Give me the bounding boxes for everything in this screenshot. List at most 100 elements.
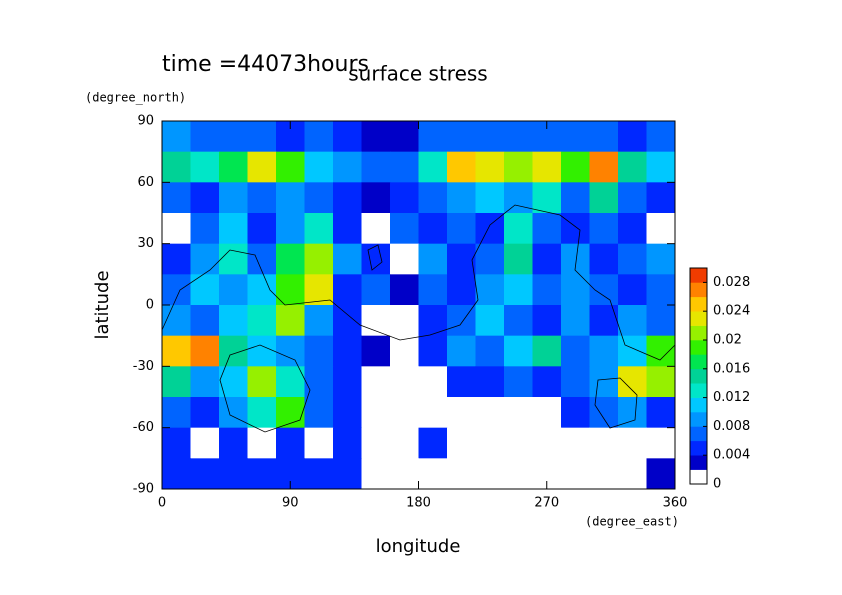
cell <box>247 397 277 429</box>
cell <box>219 397 248 429</box>
cell <box>361 243 391 275</box>
cell <box>247 274 277 306</box>
y-tick-label: 60 <box>137 175 154 190</box>
cell <box>276 305 305 337</box>
cell <box>390 305 419 337</box>
cell <box>361 458 391 490</box>
cell <box>390 213 419 245</box>
colorbar-band <box>690 469 707 485</box>
cell <box>475 427 505 459</box>
colorbar-band <box>690 296 707 312</box>
cell <box>618 305 647 337</box>
y-axis-label: latitude <box>92 270 113 339</box>
cell <box>504 121 533 153</box>
cell <box>504 274 533 306</box>
cell <box>532 213 562 245</box>
cell <box>504 305 533 337</box>
cell <box>219 427 248 459</box>
x-tick-label: 90 <box>282 496 299 511</box>
cell <box>276 182 305 214</box>
coastlines <box>161 204 676 433</box>
cell <box>475 274 505 306</box>
cell <box>589 243 619 275</box>
cell <box>390 274 419 306</box>
cell <box>219 458 248 490</box>
cell <box>447 458 476 490</box>
cell <box>646 427 676 459</box>
x-unit: (degree_east) <box>585 515 679 529</box>
cell <box>247 213 277 245</box>
cell <box>361 151 391 183</box>
cell <box>646 243 676 275</box>
colorbar-tick-label: 0.028 <box>713 275 750 290</box>
cell <box>532 182 562 214</box>
cell <box>618 335 647 367</box>
colorbar-band <box>690 426 707 442</box>
cell <box>618 427 647 459</box>
colorbar-frame <box>689 267 708 485</box>
cell <box>618 274 647 306</box>
cell <box>190 151 220 183</box>
colorbar-band <box>690 311 707 326</box>
cell <box>390 397 419 429</box>
cell <box>333 243 362 275</box>
cell <box>504 182 533 214</box>
cell <box>190 305 220 337</box>
colorbar-band <box>690 412 707 427</box>
cell <box>589 213 619 245</box>
colorbar-band <box>690 325 707 341</box>
cell <box>162 243 191 275</box>
cell <box>561 335 590 367</box>
chart-title: surface stress <box>348 62 487 86</box>
cell <box>475 243 505 275</box>
cell <box>532 397 562 429</box>
cell <box>589 151 619 183</box>
cell <box>219 151 248 183</box>
cell <box>333 151 362 183</box>
cell <box>390 335 419 367</box>
cell <box>447 305 476 337</box>
colorbar-band <box>690 383 707 398</box>
cell <box>589 427 619 459</box>
cell <box>475 458 505 490</box>
cell <box>162 366 191 398</box>
cell <box>618 243 647 275</box>
cell <box>504 458 533 490</box>
cell <box>475 213 505 245</box>
cell <box>190 458 220 490</box>
cell <box>532 274 562 306</box>
cell <box>304 458 334 490</box>
cell <box>219 213 248 245</box>
cell <box>333 366 362 398</box>
cell <box>162 458 191 490</box>
cell <box>561 366 590 398</box>
cell <box>361 305 391 337</box>
cell <box>418 121 448 153</box>
x-tick-label: 180 <box>406 496 431 511</box>
cell <box>561 427 590 459</box>
cell <box>418 397 448 429</box>
cell <box>418 213 448 245</box>
cell <box>561 151 590 183</box>
cell <box>219 274 248 306</box>
cell <box>190 366 220 398</box>
cell <box>304 335 334 367</box>
y-unit: (degree_north) <box>85 91 186 105</box>
cell <box>361 335 391 367</box>
cell <box>190 182 220 214</box>
cell <box>190 427 220 459</box>
cell <box>504 366 533 398</box>
cell <box>561 121 590 153</box>
y-tick-label: -60 <box>133 420 154 435</box>
cell <box>276 243 305 275</box>
cell <box>162 427 191 459</box>
cell <box>333 335 362 367</box>
cell <box>561 397 590 429</box>
cell <box>646 121 676 153</box>
cell <box>418 335 448 367</box>
cell <box>589 397 619 429</box>
colorbar-band <box>690 368 707 384</box>
cell <box>333 305 362 337</box>
cell <box>390 121 419 153</box>
